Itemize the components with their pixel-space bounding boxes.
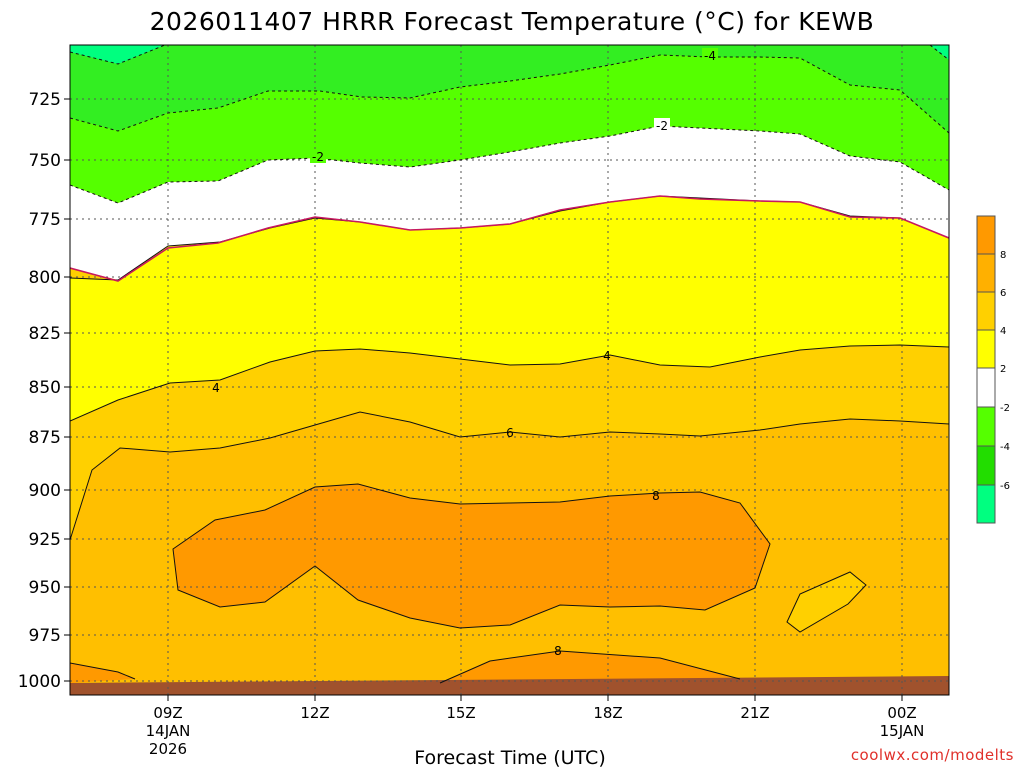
plot-area: -4 -2 -2 4 4 6 8 8: [70, 45, 949, 695]
contour-label: -2: [656, 119, 668, 133]
colorbar-label: 8: [1000, 250, 1006, 261]
y-tick-label: 725: [29, 90, 61, 110]
x-tick-labels: 09Z 14JAN 2026 12Z 15Z 18Z 21Z 00Z 15JAN: [146, 704, 925, 758]
colorbar-label: 2: [1000, 364, 1006, 375]
y-tick-label: 875: [29, 428, 61, 448]
colorbar-label: -6: [1000, 481, 1010, 492]
y-tick-label: 775: [29, 210, 61, 230]
x-tick-marks: [167, 695, 903, 701]
contour-plus6: [70, 411, 949, 541]
contour-plus8-bottom: [439, 650, 741, 684]
chart-title: 2026011407 HRRR Forecast Temperature (°C…: [150, 7, 875, 36]
colorbar-label: -2: [1000, 403, 1010, 414]
x-tick-label: 00Z: [887, 704, 916, 722]
colorbar-swatch: [977, 254, 995, 292]
y-tick-label: 975: [29, 626, 61, 646]
region-plus4-pocket: [787, 572, 866, 632]
plot-frame: [69, 44, 950, 696]
credit-link[interactable]: coolwx.com/modelts: [851, 746, 1014, 764]
y-tick-label: 825: [29, 324, 61, 344]
x-tick-label: 21Z: [740, 704, 769, 722]
x-tick-label: 15Z: [446, 704, 475, 722]
contour-pocket: [786, 571, 867, 633]
y-tick-label: 1000: [18, 672, 61, 692]
colorbar-swatch: [977, 446, 995, 485]
contour-label: -2: [312, 150, 324, 164]
y-tick-label: 925: [29, 530, 61, 550]
y-tick-label: 750: [29, 151, 61, 171]
x-tick-year: 2026: [149, 740, 187, 758]
colorbar-swatch: [977, 330, 995, 368]
contour-label: 8: [554, 644, 562, 658]
contour-plus8-main: [172, 483, 771, 629]
region-minus6: [70, 45, 165, 64]
x-tick-label: 09Z: [153, 704, 182, 722]
contour-label: 4: [603, 349, 611, 363]
x-tick-label: 12Z: [300, 704, 329, 722]
ground-fill: [70, 676, 949, 695]
contour-label: -4: [704, 49, 716, 63]
region-minus2: [70, 55, 949, 203]
y-tick-labels: 725 750 775 800 825 850 875 900 925 950 …: [18, 90, 61, 692]
colorbar-label: 4: [1000, 326, 1006, 337]
colorbar-swatch: [977, 292, 995, 330]
x-tick-date: 14JAN: [146, 722, 191, 740]
contour-minus2: [70, 125, 949, 204]
x-axis-label: Forecast Time (UTC): [414, 747, 605, 768]
contour-label-group: -4 -2 -2 4 4 6 8 8: [212, 48, 718, 658]
y-tick-marks: [64, 98, 70, 682]
y-tick-label: 800: [29, 268, 61, 288]
region-plus8-main: [173, 484, 770, 628]
x-tick-label: 18Z: [593, 704, 622, 722]
colorbar-frame: [976, 215, 996, 524]
contour-minus4-c: [929, 45, 949, 61]
contour-plus8-left: [70, 662, 136, 680]
y-tick-label: 950: [29, 578, 61, 598]
contour-label: 4: [212, 381, 220, 395]
y-tick-label: 900: [29, 481, 61, 501]
contour-minus4: [70, 45, 166, 65]
contour-label: 8: [652, 489, 660, 503]
colorbar-swatch: [977, 368, 995, 407]
contour-zero: [70, 195, 949, 282]
colorbar-swatch: [977, 407, 995, 446]
region-plus8-left: [70, 663, 135, 683]
colorbar-label: 6: [1000, 288, 1006, 299]
contour-label: 6: [506, 426, 514, 440]
region-plus2: [70, 196, 949, 421]
colorbar: 8 6 4 2 -2 -4 -6: [976, 215, 1010, 524]
colorbar-swatch: [977, 216, 995, 254]
region-zero-band: [70, 126, 949, 280]
contour-plus4: [70, 344, 949, 422]
colorbar-label: -4: [1000, 442, 1010, 453]
region-minus4: [70, 45, 949, 133]
colorbar-swatch: [977, 485, 995, 523]
x-tick-date: 15JAN: [880, 722, 925, 740]
y-tick-label: 850: [29, 378, 61, 398]
